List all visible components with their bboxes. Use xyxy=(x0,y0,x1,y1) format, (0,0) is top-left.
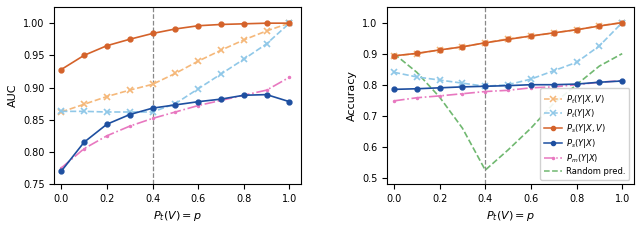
X-axis label: $P_t(V) = p$: $P_t(V) = p$ xyxy=(486,209,534,223)
Y-axis label: AUC: AUC xyxy=(8,84,17,107)
Y-axis label: Accuracy: Accuracy xyxy=(346,70,356,121)
Legend: $P_t(Y|X,V)$, $P_t(Y|X)$, $P_s(Y|X,V)$, $P_s(Y|X)$, $P_m(Y|X)$, Random pred.: $P_t(Y|X,V)$, $P_t(Y|X)$, $P_s(Y|X,V)$, … xyxy=(540,88,629,180)
X-axis label: $P_t(V) = p$: $P_t(V) = p$ xyxy=(154,209,202,223)
